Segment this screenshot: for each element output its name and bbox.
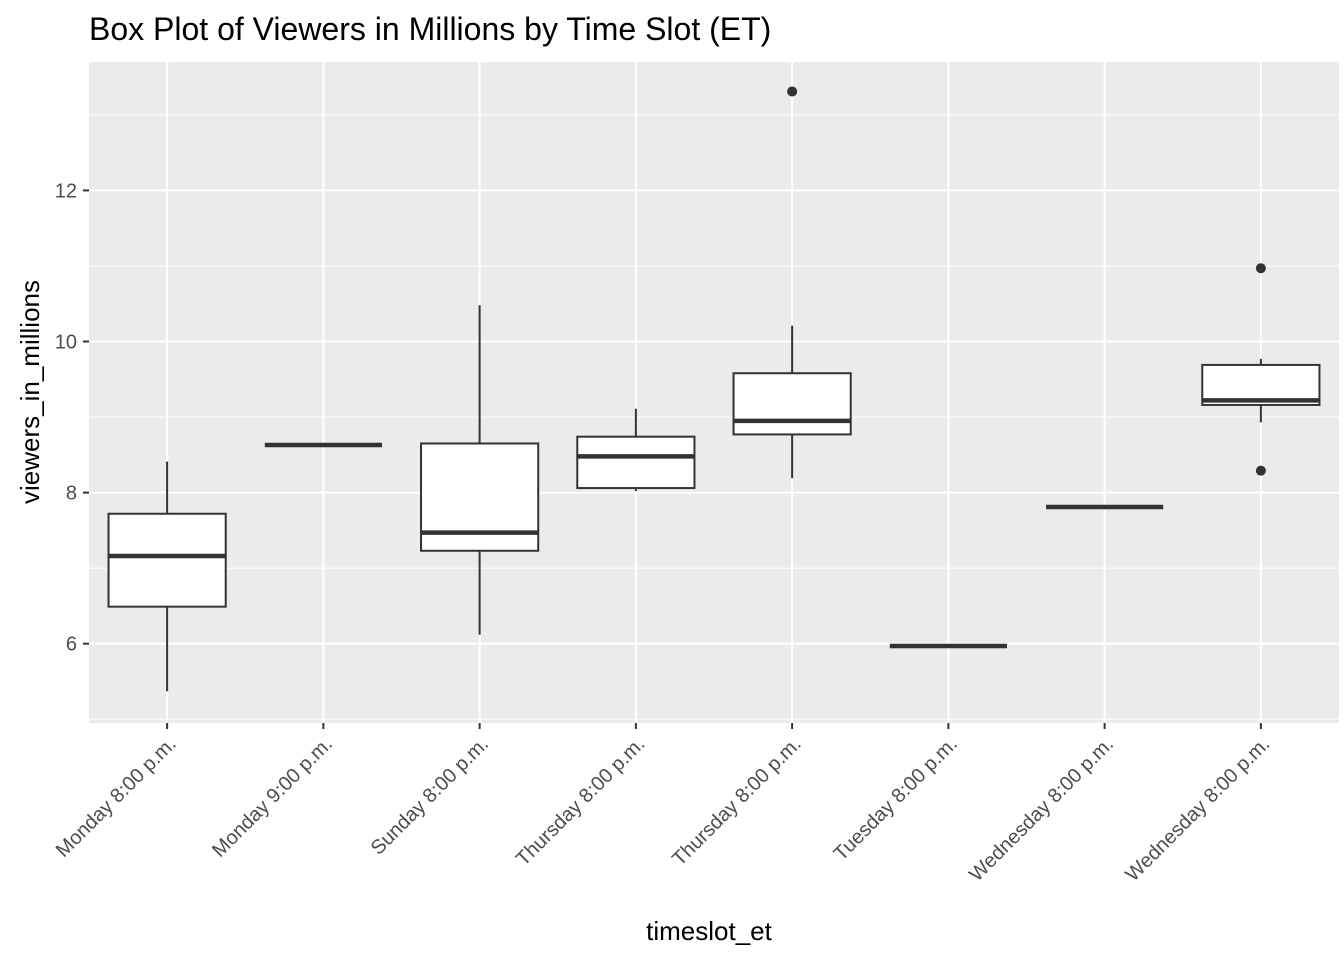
y-tick-label: 6 [66,634,77,656]
outlier-point [787,86,798,97]
box-3 [420,305,540,635]
box-4 [576,408,696,492]
x-tick-label: Monday 8:00 p.m. [52,733,181,862]
x-tick-label: Wednesday 8:00 p.m. [965,733,1118,886]
box-5 [732,86,852,479]
box-8 [1201,263,1321,476]
x-tick-label: Wednesday 8:00 p.m. [1122,733,1275,886]
y-tick-label: 12 [55,180,77,202]
box-rect [576,435,696,490]
outlier-point [1255,263,1266,274]
y-axis-title: viewers_in_millions [15,280,45,504]
box-1 [107,461,227,692]
x-tick-label: Tuesday 8:00 p.m. [830,733,962,865]
x-tick-label: Monday 9:00 p.m. [208,733,337,862]
x-tick-label: Thursday 8:00 p.m. [512,733,649,870]
y-tick-label: 10 [55,332,77,354]
x-tick-label: Thursday 8:00 p.m. [668,733,805,870]
x-tick-label: Sunday 8:00 p.m. [367,733,493,859]
x-axis-title: timeslot_et [646,916,772,946]
box-rect [732,372,852,436]
outlier-point [1255,465,1266,476]
chart-title: Box Plot of Viewers in Millions by Time … [89,11,771,47]
plot-panel [89,62,1339,723]
boxes [107,86,1321,692]
box-rect [107,512,227,608]
y-tick-label: 8 [66,483,77,505]
